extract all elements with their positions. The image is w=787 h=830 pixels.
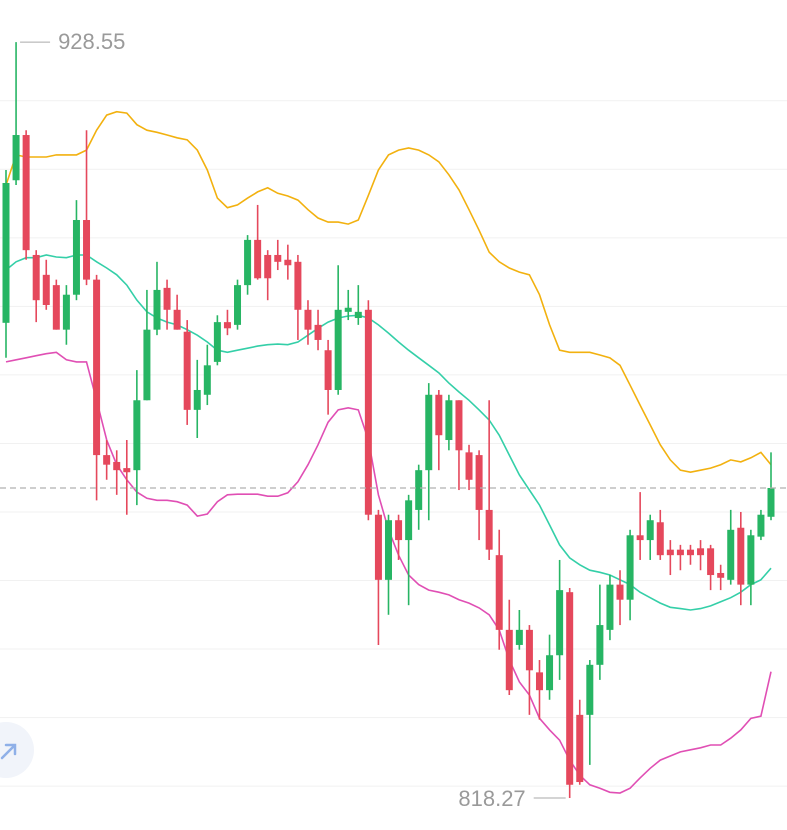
candle-body: [264, 254, 272, 279]
share-icon: [0, 743, 17, 760]
candle-body: [163, 287, 171, 310]
band-line: [5, 110, 772, 474]
candle-body: [72, 220, 80, 295]
candle-body: [596, 625, 604, 665]
candle-body: [435, 394, 443, 436]
candle-body: [495, 555, 503, 630]
candle-body: [32, 254, 40, 301]
candle-body: [223, 322, 231, 329]
candle-body: [183, 331, 191, 410]
candle-body: [757, 514, 765, 537]
candle-body: [213, 322, 221, 362]
candle-body: [616, 584, 624, 600]
candle-body: [586, 664, 594, 715]
candle-body: [576, 714, 584, 783]
candle-body: [294, 261, 302, 310]
candle-body: [556, 590, 564, 656]
candle-body: [666, 549, 674, 556]
candle-body: [12, 135, 20, 181]
candle-body: [193, 389, 201, 410]
candle-body: [767, 487, 775, 517]
candle-body: [153, 289, 161, 330]
candle-body: [364, 309, 372, 515]
candle-body: [203, 365, 211, 395]
candle-body: [22, 135, 30, 251]
candle-body: [42, 274, 50, 305]
candle-body: [374, 514, 382, 580]
candle-body: [636, 535, 644, 541]
candle-body: [747, 535, 755, 585]
candle-body: [274, 254, 282, 262]
candle-body: [525, 629, 533, 671]
candle-body: [485, 509, 493, 550]
candle-body: [606, 584, 614, 630]
candle-body: [646, 520, 654, 541]
candle-body: [727, 529, 735, 580]
candle-body: [445, 400, 453, 441]
candles: [2, 42, 775, 798]
candle-body: [324, 350, 332, 390]
candle-body: [244, 239, 252, 286]
low-label: 818.27: [458, 786, 525, 811]
candle-body: [2, 182, 10, 323]
candle-body: [385, 520, 392, 580]
candle-body: [93, 279, 101, 456]
candle-body: [133, 400, 141, 471]
band-line: [5, 254, 772, 611]
candle-body: [656, 522, 664, 556]
candle-body: [505, 629, 513, 691]
candle-body: [173, 309, 181, 330]
candle-body: [52, 285, 60, 330]
candle-body: [395, 520, 403, 541]
candle-body: [354, 311, 362, 319]
candle-body: [697, 548, 705, 556]
candle-body: [334, 309, 342, 390]
candle-body: [314, 324, 322, 340]
candle-body: [566, 592, 574, 785]
share-button[interactable]: [0, 722, 34, 778]
candle-body: [465, 452, 473, 480]
candle-body: [546, 655, 554, 691]
candle-body: [113, 461, 121, 471]
candle-body: [535, 672, 543, 691]
candle-body: [62, 294, 70, 330]
candle-body: [304, 309, 312, 330]
candle-body: [515, 629, 523, 645]
candle-body: [686, 549, 694, 556]
candle-body: [284, 259, 292, 266]
share-button-bg: [0, 722, 34, 778]
candle-body: [475, 455, 483, 510]
candle-body: [83, 220, 91, 280]
grid: [0, 100, 787, 787]
candle-body: [103, 455, 111, 465]
high-label: 928.55: [58, 29, 125, 54]
candle-body: [123, 468, 131, 473]
candle-body: [707, 548, 715, 576]
candle-body: [254, 239, 262, 279]
candle-body: [717, 572, 725, 578]
candle-body: [626, 535, 634, 600]
candle-body: [425, 394, 433, 471]
candle-body: [143, 329, 151, 401]
bands: [5, 110, 772, 794]
candle-body: [344, 307, 352, 312]
candle-body: [405, 500, 413, 541]
candle-body: [737, 527, 745, 585]
candle-body: [415, 470, 423, 510]
candle-body: [234, 285, 242, 325]
candle-body: [455, 400, 463, 451]
candle-body: [676, 549, 684, 556]
annotations: 928.55 818.27: [0, 29, 787, 811]
